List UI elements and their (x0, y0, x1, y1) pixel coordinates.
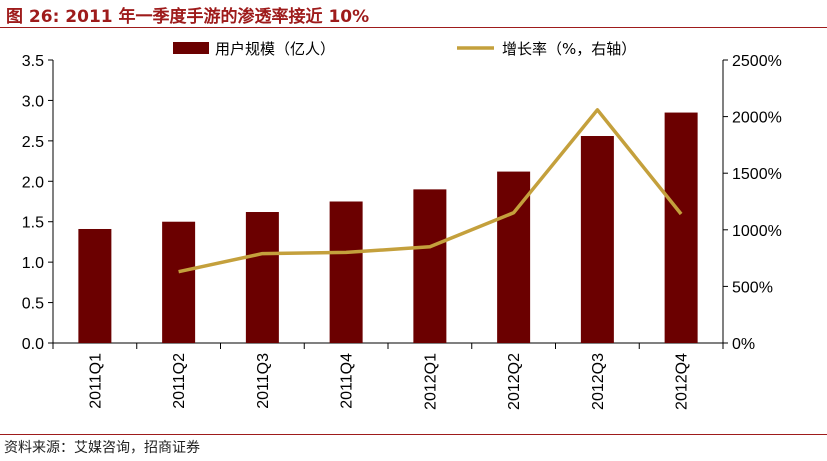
source-note: 资料来源：艾媒咨询，招商证券 (4, 440, 200, 456)
category-label-2012Q2: 2012Q2 (506, 353, 523, 410)
bar-2011Q1 (78, 228, 112, 343)
line-series (178, 108, 683, 274)
legend-bar-swatch (173, 42, 209, 54)
left-tick-label: 3.0 (22, 93, 44, 110)
bar-2011Q4 (329, 201, 363, 343)
right-tick-label: 500% (732, 279, 773, 296)
category-label-2011Q1: 2011Q1 (87, 353, 104, 409)
title-rule (0, 27, 827, 28)
growth-line (178, 108, 683, 274)
figure-title: 图 26: 2011 年一季度手游的渗透率接近 10% (6, 7, 370, 27)
right-tick-label: 2500% (732, 53, 782, 70)
category-labels: 2011Q1 2011Q2 2011Q3 2011Q4 2012Q1 2012Q2 2012… (87, 353, 690, 410)
left-tick-label: 0.5 (22, 296, 44, 313)
right-tick-label: 2000% (732, 110, 782, 127)
right-tick-label: 1000% (732, 223, 782, 240)
category-label-2011Q3: 2011Q3 (255, 353, 272, 409)
legend-line-label: 增长率（%，右轴） (502, 40, 636, 58)
bar-2012Q3 (580, 136, 614, 343)
right-tick-label: 0% (732, 336, 755, 353)
left-tick-label: 1.0 (22, 255, 44, 272)
left-tick-label: 3.5 (22, 53, 44, 70)
source-rule (0, 434, 827, 435)
bar-2012Q1 (413, 189, 447, 343)
bar-2011Q2 (162, 221, 196, 343)
left-tick-label: 2.5 (22, 134, 44, 151)
left-tick-label: 1.5 (22, 215, 44, 232)
category-label-2011Q2: 2011Q2 (171, 353, 188, 409)
category-label-2012Q4: 2012Q4 (674, 353, 691, 410)
bar-2011Q3 (245, 212, 279, 343)
bar-series (78, 112, 698, 343)
category-label-2011Q4: 2011Q4 (339, 353, 356, 409)
right-tick-label: 1500% (732, 166, 782, 183)
bar-2012Q4 (664, 112, 698, 343)
legend: 用户规模（亿人） 增长率（%，右轴） (173, 40, 636, 58)
legend-bar-label: 用户规模（亿人） (215, 40, 335, 58)
left-tick-label: 2.0 (22, 174, 44, 191)
left-tick-label: 0.0 (22, 336, 44, 353)
category-label-2012Q1: 2012Q1 (422, 353, 439, 410)
category-label-2012Q3: 2012Q3 (590, 353, 607, 410)
